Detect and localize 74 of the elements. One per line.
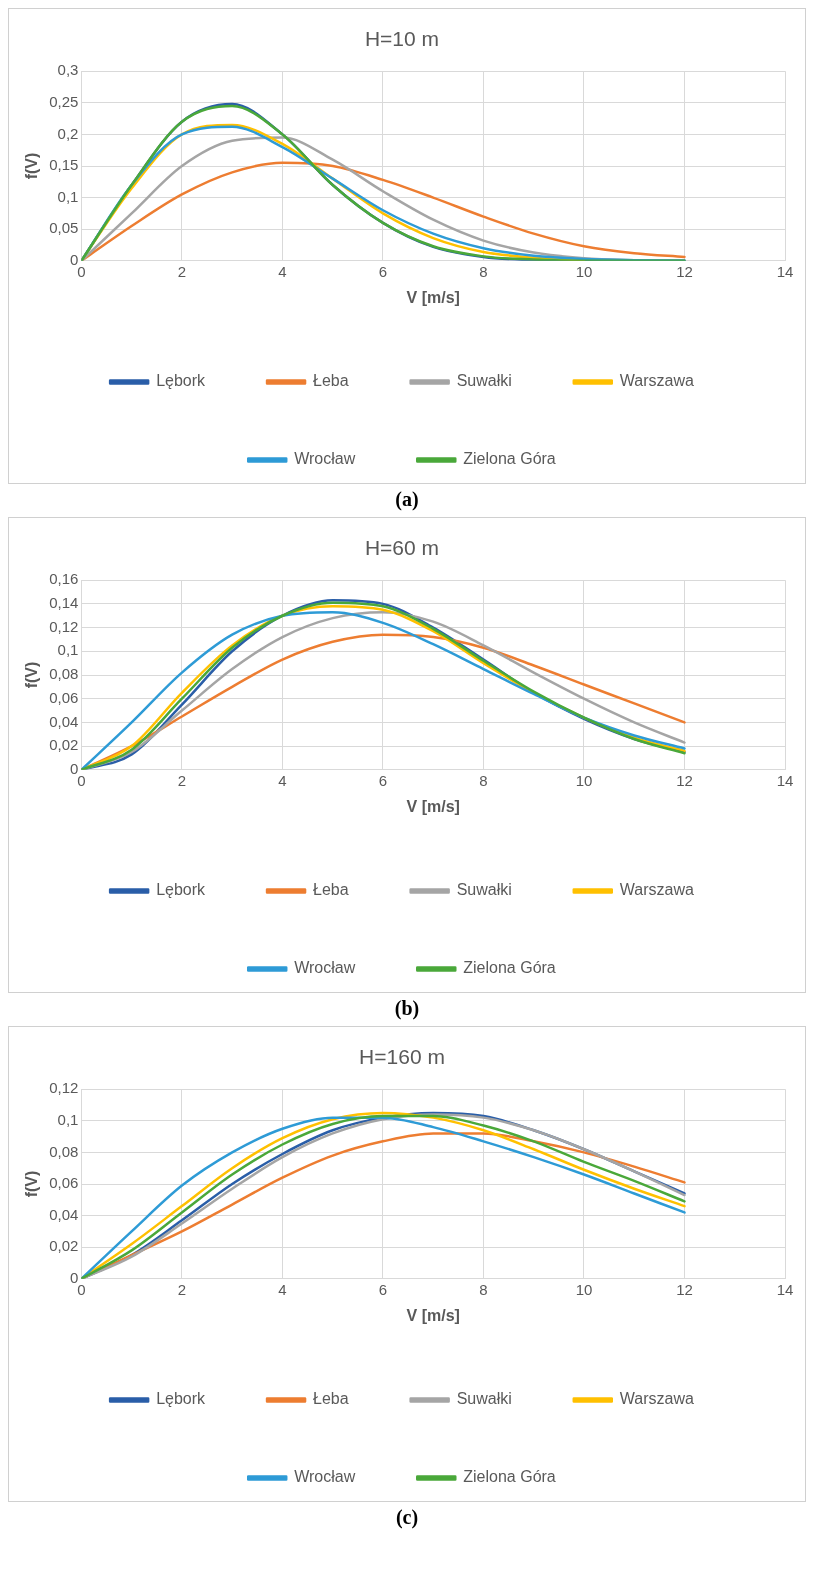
x-tick-label: 2: [177, 1280, 187, 1298]
y-tick-label: 0,12: [49, 617, 79, 635]
x-axis-title: V [m/s]: [406, 797, 460, 815]
x-tick-label: 10: [575, 1280, 593, 1298]
legend-label: Łeba: [313, 881, 349, 899]
y-tick-label: 0,08: [49, 665, 79, 683]
legend-label: Lębork: [156, 1390, 207, 1408]
x-tick-label: 14: [776, 1280, 794, 1298]
chart-title: H=60 m: [364, 536, 440, 560]
y-tick-label: 0,15: [49, 156, 79, 174]
text: (a): [394, 487, 420, 512]
legend-label: Wrocław: [294, 450, 356, 468]
legend-label: Łeba: [313, 372, 349, 390]
y-tick-label: 0,25: [49, 92, 79, 110]
y-tick-label: 0,05: [49, 219, 79, 237]
y-tick-label: 0,3: [57, 61, 79, 79]
legend-label: Warszawa: [619, 1390, 694, 1408]
x-tick-label: 8: [479, 1280, 488, 1298]
y-tick-label: 0,06: [49, 1174, 79, 1192]
y-tick-label: 0,04: [49, 1205, 79, 1223]
x-tick-label: 2: [177, 771, 187, 789]
x-tick-label: 10: [575, 262, 593, 280]
legend-label: Warszawa: [619, 372, 694, 390]
y-tick-label: 0,02: [49, 1237, 79, 1255]
x-tick-label: 14: [776, 262, 794, 280]
x-axis-title: V [m/s]: [406, 1306, 460, 1324]
y-axis-title: f(V): [23, 152, 41, 180]
legend-label: Suwałki: [456, 881, 512, 899]
x-tick-label: 8: [479, 262, 488, 280]
x-axis-title: V [m/s]: [406, 288, 460, 306]
y-tick-label: 0,14: [49, 594, 79, 612]
x-tick-label: 2: [177, 262, 187, 280]
legend-label: Łeba: [313, 1390, 349, 1408]
y-tick-label: 0,02: [49, 736, 79, 754]
legend-label: Lębork: [156, 881, 207, 899]
x-tick-label: 6: [378, 771, 388, 789]
legend-label: Zielona Góra: [463, 1468, 556, 1486]
y-tick-label: 0: [70, 1268, 79, 1286]
x-tick-label: 14: [776, 771, 794, 789]
x-tick-label: 6: [378, 1280, 388, 1298]
y-tick-label: 0,12: [49, 1079, 79, 1097]
x-tick-label: 8: [479, 771, 488, 789]
x-tick-label: 4: [278, 771, 287, 789]
x-tick-label: 12: [676, 771, 693, 789]
y-tick-label: 0,04: [49, 712, 79, 730]
x-tick-label: 4: [278, 1280, 287, 1298]
legend-label: Warszawa: [619, 881, 694, 899]
y-tick-label: 0,1: [57, 641, 79, 659]
y-tick-label: 0: [70, 250, 79, 268]
x-tick-label: 4: [278, 262, 287, 280]
legend-label: Wrocław: [294, 1468, 356, 1486]
y-tick-label: 0,08: [49, 1142, 79, 1160]
y-tick-label: 0,1: [57, 1110, 79, 1128]
x-tick-label: 12: [676, 262, 693, 280]
legend-label: Zielona Góra: [463, 450, 556, 468]
x-tick-label: 10: [575, 771, 593, 789]
y-tick-label: 0,06: [49, 688, 79, 706]
y-tick-label: 0,16: [49, 570, 79, 588]
y-tick-label: 0,1: [57, 187, 79, 205]
legend-label: Suwałki: [456, 1390, 512, 1408]
y-axis-title: f(V): [23, 1170, 41, 1198]
chart-title: H=160 m: [359, 1045, 445, 1069]
text: (b): [393, 996, 421, 1022]
y-axis-title: f(V): [23, 661, 41, 689]
chart-title: H=10 m: [364, 27, 440, 51]
y-tick-label: 0,2: [57, 124, 79, 142]
legend-label: Zielona Góra: [463, 959, 556, 977]
text: (c): [394, 1505, 420, 1531]
legend-label: Lębork: [156, 372, 207, 390]
x-tick-label: 12: [676, 1280, 693, 1298]
y-tick-label: 0: [70, 759, 79, 777]
legend-label: Wrocław: [294, 959, 356, 977]
legend-label: Suwałki: [456, 372, 512, 390]
x-tick-label: 6: [378, 262, 388, 280]
